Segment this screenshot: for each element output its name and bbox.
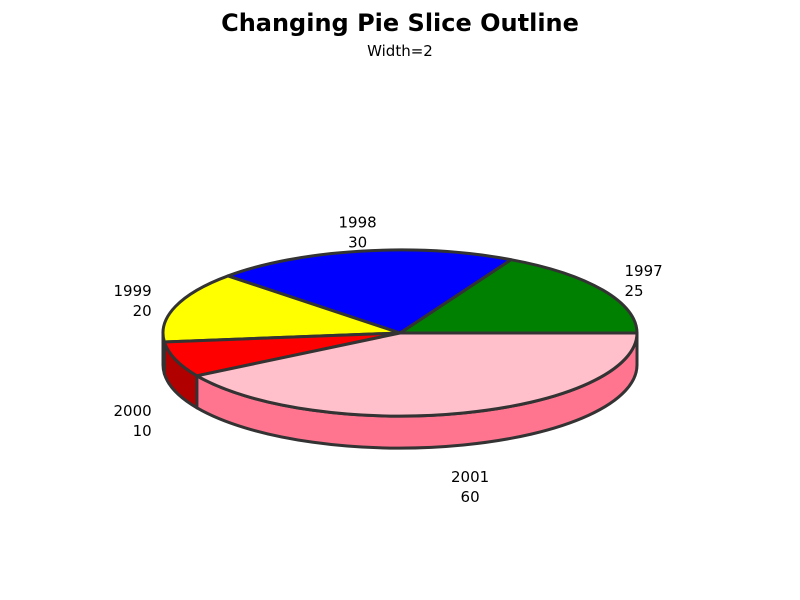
chart-title: Changing Pie Slice Outline [221, 9, 579, 37]
pie-slice-1998 [226, 248, 513, 335]
pie-slice-1999 [161, 274, 402, 344]
slice-label-category: 1997 [624, 262, 662, 280]
slice-label-value: 20 [133, 302, 152, 320]
slice-label-value: 10 [133, 422, 152, 440]
slice-label-value: 30 [348, 233, 367, 251]
slice-label-category: 1998 [339, 213, 377, 231]
slice-label-category: 1999 [114, 282, 152, 300]
slice-label-category: 2001 [451, 468, 489, 486]
chart-subtitle: Width=2 [367, 42, 433, 60]
pie-slice-2001 [195, 331, 639, 418]
slice-label-value: 60 [461, 488, 480, 506]
slice-label-value: 25 [624, 282, 643, 300]
slice-label-category: 2000 [114, 402, 152, 420]
pie-slice-1997 [398, 258, 639, 335]
